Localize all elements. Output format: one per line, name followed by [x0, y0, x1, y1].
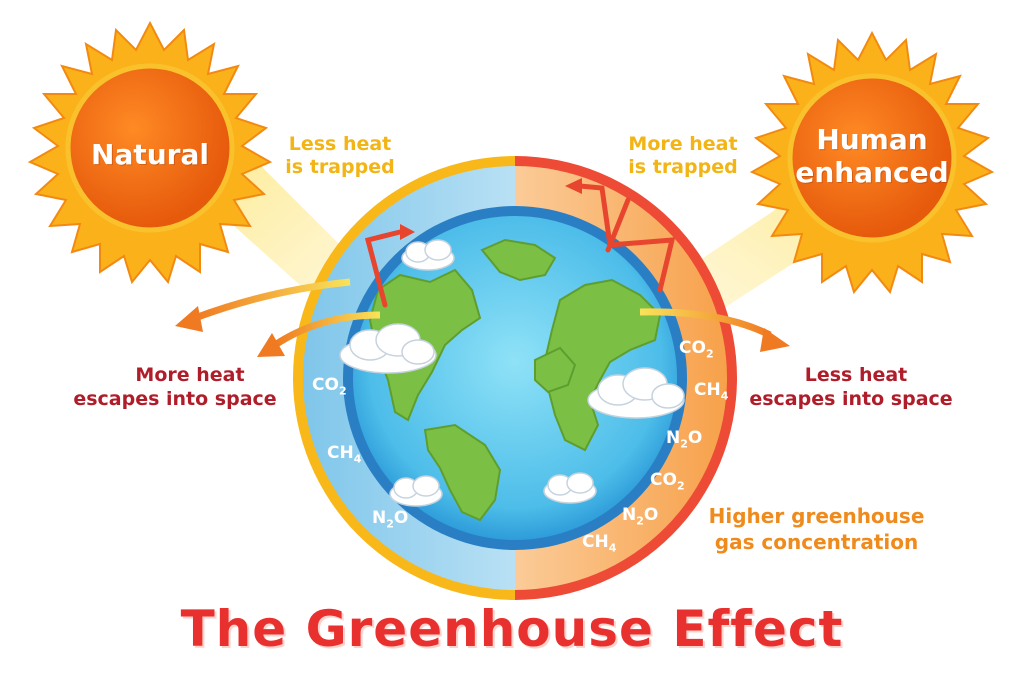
more-heat-trapped-line1: More heat [628, 133, 738, 155]
gas-label-right-co2-2: CO2 [650, 470, 685, 493]
human-sun-label-line1: Human [816, 123, 928, 156]
gas-label-right-n2o-2: N2O [622, 505, 659, 528]
continent-greenland [480, 238, 557, 282]
left-escape-arrowhead-upper [175, 306, 203, 332]
gas-label-right-co2-1: CO2 [679, 338, 714, 361]
cloud-bottom-right [543, 472, 597, 504]
cloud-left [339, 323, 437, 374]
gas-label-right-ch4-2: CH4 [582, 532, 617, 555]
gas-label-left-n2o: N2O [372, 508, 409, 531]
human-enhanced-sun [749, 30, 995, 295]
less-heat-trapped-line2: is trapped [285, 156, 395, 178]
left-escape-arrow-upper [193, 278, 351, 322]
cloud-bottom-left [389, 475, 443, 507]
more-heat-escapes-line2: escapes into space [73, 388, 277, 410]
continent-small [534, 346, 577, 394]
cloud-right [587, 367, 685, 419]
less-heat-escapes-line1: Less heat [804, 364, 908, 386]
left-escape-arrow-lower [273, 311, 381, 348]
less-heat-trapped-line1: Less heat [288, 133, 392, 155]
right-trapped-arrows [565, 178, 676, 293]
human-sun-label-line2: enhanced [795, 156, 949, 189]
left-trapped-arrows [364, 224, 415, 308]
less-heat-escapes-line2: escapes into space [749, 388, 953, 410]
more-heat-trapped-line2: is trapped [628, 156, 738, 178]
higher-ghg-line1: Higher greenhouse [708, 504, 925, 528]
left-escape-arrowhead-lower [257, 333, 285, 357]
more-heat-escapes-line1: More heat [135, 364, 245, 386]
gas-label-right-ch4-1: CH4 [694, 380, 729, 403]
gas-label-right-n2o-1: N2O [666, 428, 703, 451]
cloud-top [401, 239, 455, 271]
right-escape-arrowhead [760, 328, 790, 352]
gas-label-left-ch4: CH4 [327, 443, 362, 466]
natural-sun-label: Natural [91, 138, 209, 171]
right-escape-arrow [639, 308, 772, 339]
gas-label-left-co2: CO2 [312, 375, 347, 398]
earth-land [368, 238, 662, 522]
diagram-title: The Greenhouse Effect [180, 600, 844, 658]
higher-ghg-line2: gas concentration [714, 530, 919, 554]
natural-sun [27, 20, 273, 285]
continent-americas-south [423, 423, 502, 522]
